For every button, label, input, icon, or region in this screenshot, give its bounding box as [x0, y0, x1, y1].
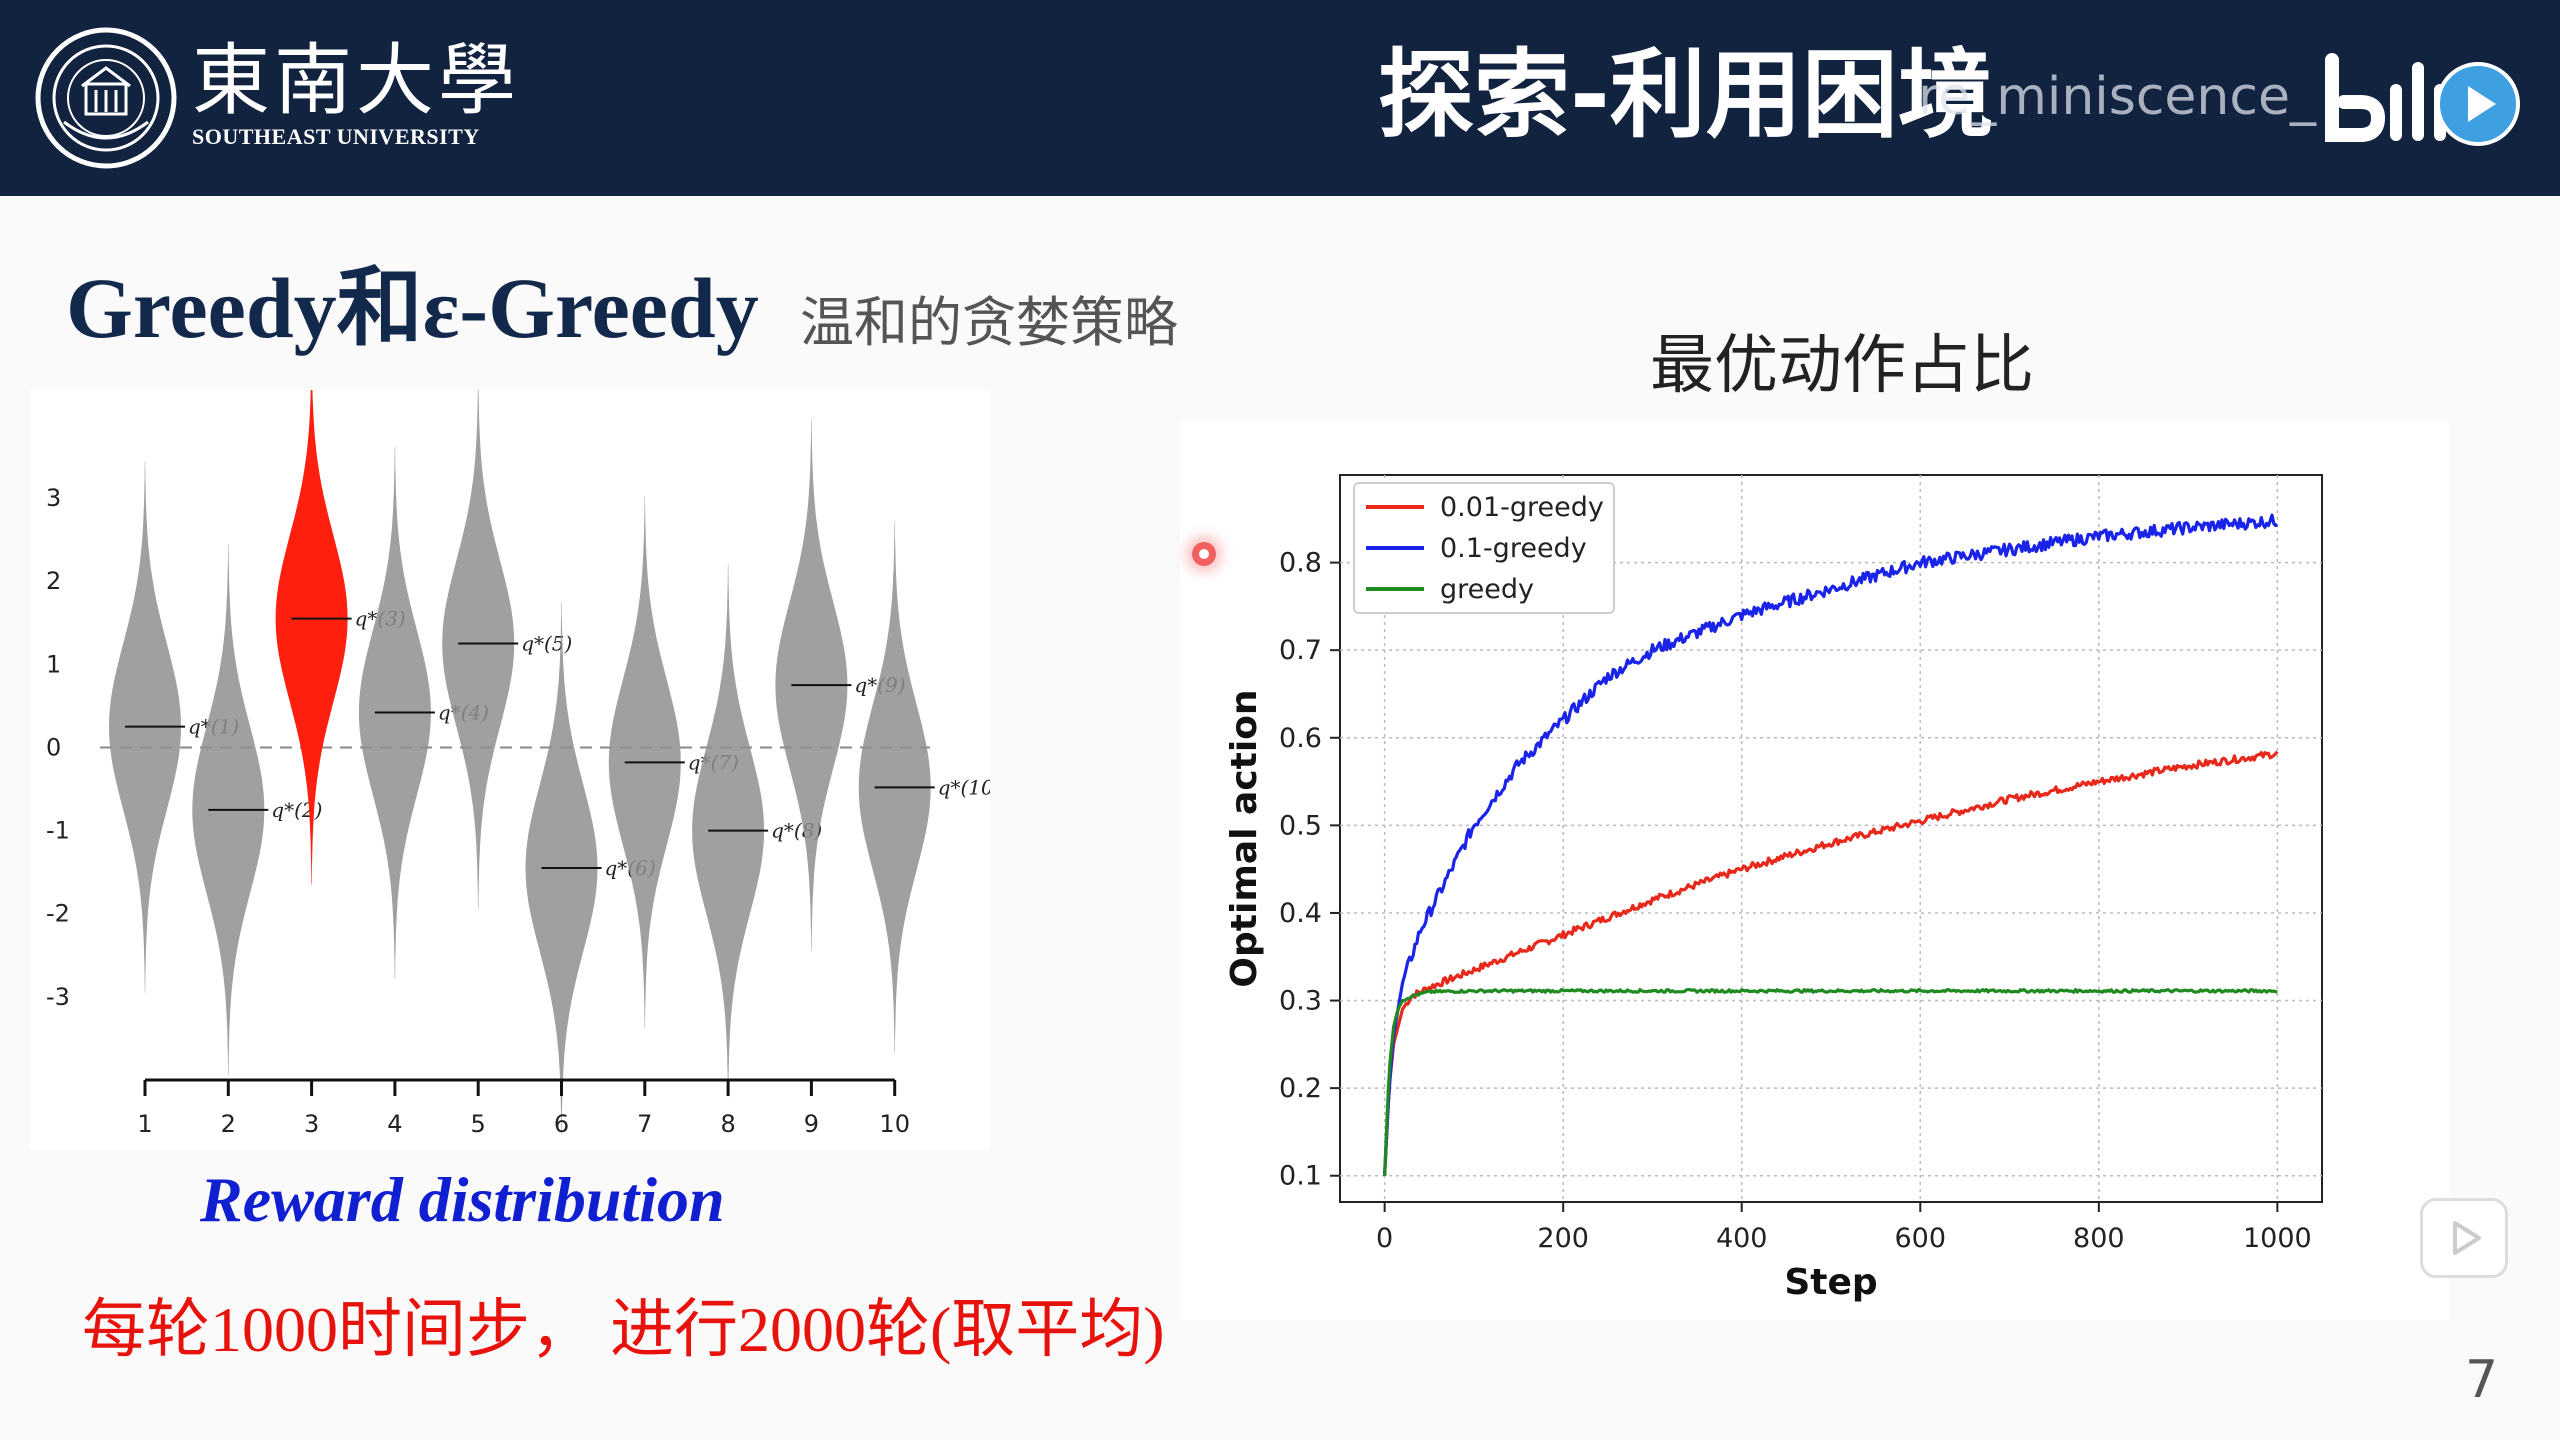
x-tick-label: 0 — [1376, 1223, 1393, 1254]
violin-x-tick-label: 10 — [879, 1110, 910, 1138]
play-icon — [2453, 1221, 2481, 1255]
series-line-greedy — [1383, 987, 2278, 1176]
violin-y-tick-label: 0 — [46, 733, 61, 761]
violin-x-tick-label: 8 — [720, 1110, 735, 1138]
university-logo-text: 東南大學 SOUTHEAST UNIVERSITY — [192, 40, 520, 150]
experiment-note: 每轮1000时间步， 进行2000轮(取平均) — [82, 1294, 1165, 1365]
y-tick-label: 0.5 — [1279, 810, 1322, 841]
x-tick-label: 600 — [1894, 1223, 1946, 1254]
violin-y-tick-label: 3 — [46, 484, 61, 512]
slide-header: 東南大學 SOUTHEAST UNIVERSITY 探索-利用困境 re_min… — [0, 0, 2560, 196]
y-tick-label: 0.3 — [1279, 986, 1322, 1017]
violin-x-tick-label: 4 — [387, 1110, 402, 1138]
play-button[interactable] — [2420, 1198, 2508, 1278]
legend-label: greedy — [1440, 574, 1534, 605]
page-number: 7 — [2465, 1350, 2499, 1410]
y-tick-label: 0.2 — [1279, 1073, 1322, 1104]
x-tick-label: 1000 — [2243, 1223, 2312, 1254]
university-seal-icon — [35, 27, 177, 169]
violin-y-tick-label: -3 — [46, 983, 70, 1011]
series-line-0.1-greedy — [1383, 513, 2279, 1176]
university-name-cn: 東南大學 — [192, 36, 521, 126]
violin-y-tick-label: 2 — [46, 567, 61, 595]
slide-section-title: 探索-利用困境 — [1378, 39, 1994, 151]
violin-x-tick-label: 6 — [554, 1110, 569, 1138]
legend-label: 0.1-greedy — [1440, 533, 1587, 564]
violin-y-tick-label: -1 — [46, 817, 70, 845]
x-tick-label: 200 — [1537, 1223, 1589, 1254]
reward-distribution-violin-chart: 3210-1-2-3q*(1)q*(2)q*(3)q*(4)q*(5)q*(6)… — [30, 390, 990, 1150]
violin-shape — [442, 390, 515, 910]
y-tick-label: 0.7 — [1279, 635, 1322, 666]
slide-subtitle: Greedy和ε-Greedy — [66, 260, 759, 356]
violin-x-tick-label: 3 — [304, 1110, 319, 1138]
violin-x-tick-label: 7 — [637, 1110, 652, 1138]
line-chart-title: 最优动作占比 — [1650, 329, 2034, 403]
chart-legend: 0.01-greedy 0.1-greedy greedy — [1353, 482, 1615, 614]
violin-shape — [275, 390, 348, 885]
y-axis-label: Optimal action — [1224, 689, 1265, 987]
y-tick-label: 0.1 — [1279, 1161, 1322, 1192]
reward-distribution-caption: Reward distribution — [200, 1164, 725, 1235]
violin-x-tick-label: 5 — [471, 1110, 486, 1138]
violin-x-tick-label: 2 — [221, 1110, 236, 1138]
bilibili-logo-icon — [2325, 53, 2520, 146]
x-tick-label: 800 — [2073, 1223, 2125, 1254]
violin-y-tick-label: 1 — [46, 650, 61, 678]
violin-mean-label: q*(5) — [521, 632, 572, 656]
violin-mean-label: q*(10) — [938, 775, 990, 799]
series-line-0.01-greedy — [1383, 750, 2279, 1176]
x-axis-label: Step — [1784, 1262, 1877, 1303]
violin-y-tick-label: -2 — [46, 900, 70, 928]
optimal-action-line-chart: 0 200 400 600 800 1000 0.1 0.2 0.3 0.4 0.5 0.6 0.7 0.… — [1180, 420, 2450, 1320]
y-tick-label: 0.8 — [1279, 548, 1322, 579]
x-tick-label: 400 — [1716, 1223, 1768, 1254]
violin-x-tick-label: 1 — [137, 1110, 152, 1138]
university-name-en: SOUTHEAST UNIVERSITY — [192, 124, 480, 149]
y-tick-label: 0.6 — [1279, 723, 1322, 754]
subtitle-note: 温和的贪婪策略 — [800, 291, 1178, 354]
legend-box — [1353, 482, 1615, 614]
y-tick-label: 0.4 — [1279, 898, 1322, 929]
legend-label: 0.01-greedy — [1440, 492, 1604, 523]
laser-pointer-dot — [1192, 542, 1216, 566]
uploader-watermark: re_miniscence_ — [1918, 67, 2316, 127]
violin-x-tick-label: 9 — [804, 1110, 819, 1138]
